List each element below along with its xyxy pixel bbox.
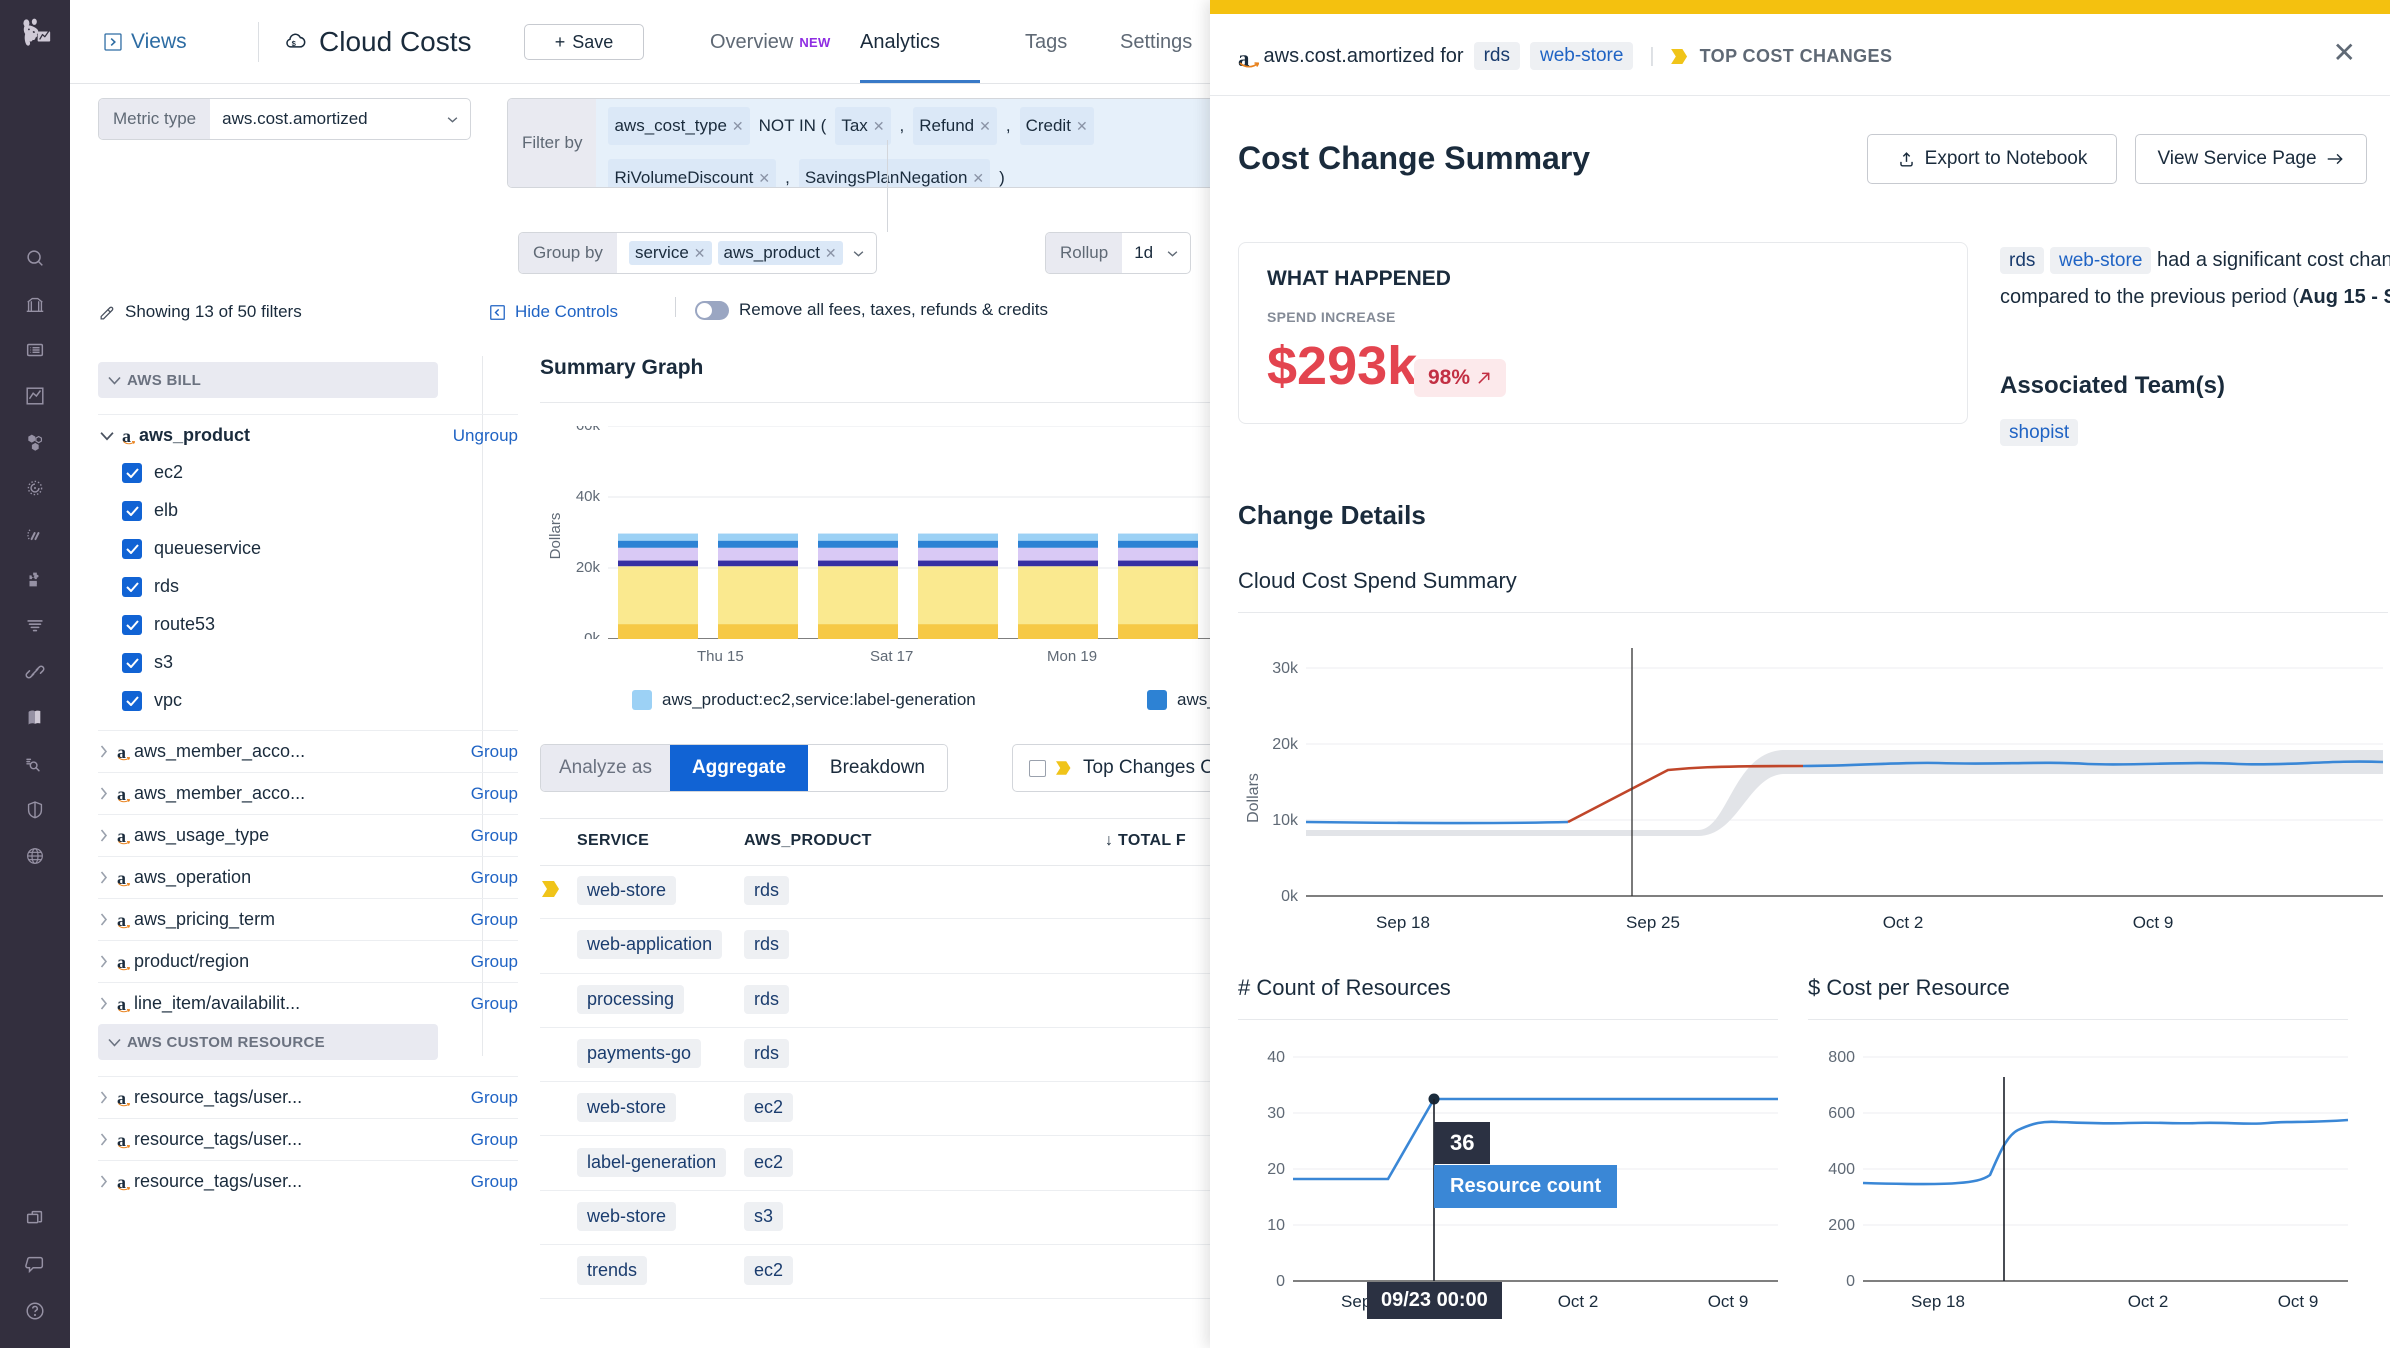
svg-text:Oct 9: Oct 9 — [2133, 913, 2174, 932]
svg-text:0k: 0k — [1281, 888, 1299, 905]
svg-text:40: 40 — [1267, 1049, 1285, 1066]
svg-text:600: 600 — [1828, 1105, 1855, 1122]
svg-text:Dollars: Dollars — [1245, 773, 1262, 823]
svg-text:30: 30 — [1267, 1105, 1285, 1122]
svg-text:Oct 2: Oct 2 — [1558, 1292, 1599, 1311]
svg-text:10: 10 — [1267, 1217, 1285, 1234]
svg-text:Sep 25: Sep 25 — [1626, 913, 1680, 932]
svg-text:400: 400 — [1828, 1161, 1855, 1178]
svg-text:20k: 20k — [1272, 736, 1299, 753]
svg-text:10k: 10k — [1272, 812, 1299, 829]
svg-text:200: 200 — [1828, 1217, 1855, 1234]
svg-text:Oct 9: Oct 9 — [1708, 1292, 1749, 1311]
svg-text:Sep 18: Sep 18 — [1376, 913, 1430, 932]
svg-text:30k: 30k — [1272, 660, 1299, 677]
svg-text:Oct 2: Oct 2 — [2128, 1292, 2169, 1311]
svg-text:Oct 2: Oct 2 — [1883, 913, 1924, 932]
svg-text:800: 800 — [1828, 1049, 1855, 1066]
svg-text:Oct 9: Oct 9 — [2278, 1292, 2319, 1311]
svg-text:20: 20 — [1267, 1161, 1285, 1178]
svg-text:Sep 18: Sep 18 — [1911, 1292, 1965, 1311]
svg-text:0: 0 — [1276, 1273, 1285, 1290]
svg-text:0: 0 — [1846, 1273, 1855, 1290]
